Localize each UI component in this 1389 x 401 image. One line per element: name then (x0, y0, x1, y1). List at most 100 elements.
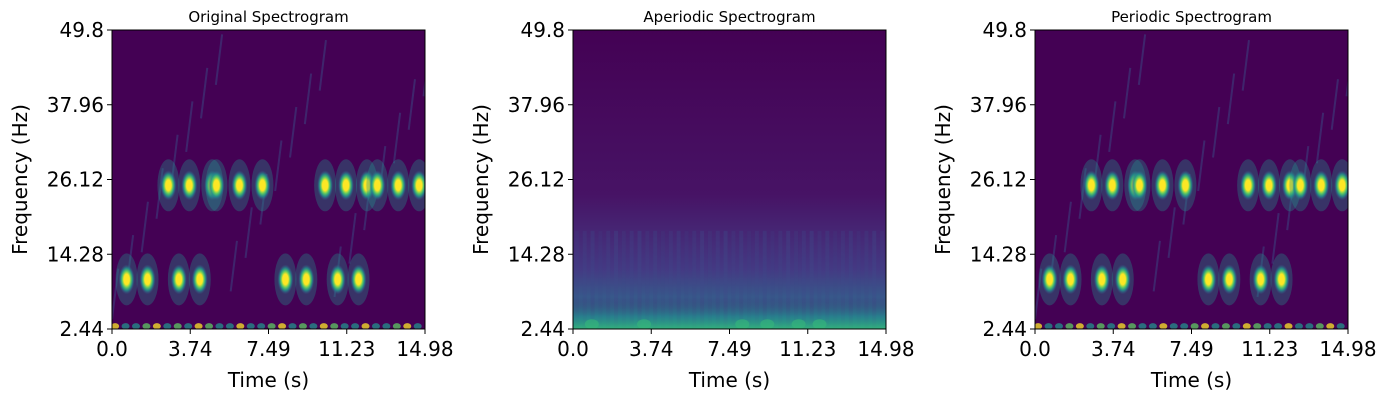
burst-15 (1240, 170, 1257, 201)
aperiodic-streak (739, 230, 744, 329)
background-streak (1152, 240, 1161, 292)
background-streak (1241, 39, 1250, 91)
x-tick-label: 7.49 (707, 337, 752, 361)
noise-floor-blob (1169, 323, 1178, 329)
aperiodic-streak (590, 230, 595, 329)
x-tick-label: 0.0 (1019, 337, 1051, 361)
burst-10 (1104, 170, 1121, 201)
noise-floor-blob (1305, 323, 1314, 329)
burst-1 (1041, 264, 1058, 295)
x-tick-label: 0.0 (557, 337, 589, 361)
chart-title: Aperiodic Spectrogram (643, 8, 815, 26)
burst-16 (338, 170, 355, 201)
background-streak (140, 201, 149, 253)
background-streak (1226, 73, 1236, 125)
y-tick-label: 14.28 (47, 242, 104, 266)
burst-18 (369, 170, 386, 201)
noise-floor-blob (246, 323, 255, 329)
aperiodic-blob (791, 319, 806, 329)
noise-floor-blob (1253, 323, 1262, 329)
aperiodic-blob (584, 319, 599, 329)
noise-floor-blob (298, 323, 307, 329)
noise-floor-blob (184, 323, 193, 329)
burst-1 (118, 264, 135, 295)
noise-floor-blob (1315, 323, 1324, 329)
noise-floor-blob (1190, 323, 1199, 329)
x-axis-label: Time (s) (688, 368, 770, 392)
aperiodic-streak (825, 230, 830, 329)
noise-floor-blob (361, 323, 370, 329)
noise-floor-blob (205, 323, 214, 329)
x-tick-label: 3.74 (168, 337, 213, 361)
y-tick-label: 26.12 (508, 168, 565, 192)
background-streak (289, 106, 298, 158)
noise-floor-blob (1138, 323, 1147, 329)
y-axis-label: Frequency (Hz) (469, 104, 493, 255)
aperiodic-streak (598, 230, 603, 329)
spectrogram-panel-3: Periodic Spectrogram 0.0 3.74 7.49 11.23 14.9… (931, 8, 1377, 392)
burst-3 (1093, 264, 1110, 295)
x-tick-label: 11.23 (318, 337, 375, 361)
y-tick-label: 2.44 (59, 317, 104, 341)
noise-floor-blob (257, 323, 266, 329)
y-tick-label: 26.12 (970, 168, 1027, 192)
aperiodic-streak (700, 230, 705, 329)
x-tick-label: 3.74 (629, 337, 674, 361)
noise-floor-blob (225, 323, 234, 329)
aperiodic-streak (809, 230, 814, 329)
burst-7 (1252, 264, 1269, 295)
burst-15 (317, 170, 334, 201)
x-axis-label: Time (s) (1150, 368, 1232, 392)
chart-title: Original Spectrogram (188, 8, 348, 26)
heatmap-content (112, 34, 425, 329)
aperiodic-streak (606, 230, 611, 329)
burst-5 (277, 264, 294, 295)
background-streak (303, 73, 313, 125)
aperiodic-streak (856, 230, 861, 329)
spectrogram-panel-1: Original Spectrogram 0.0 3.74 7.49 11.23 14.9… (8, 8, 454, 392)
aperiodic-streak (668, 230, 673, 329)
aperiodic-streak (660, 230, 665, 329)
aperiodic-streak (621, 230, 626, 329)
noise-floor-blob (1086, 323, 1095, 329)
heatmap-background (573, 30, 886, 329)
noise-floor-blob (1336, 323, 1345, 329)
aperiodic-streak (582, 230, 587, 329)
y-axis-label: Frequency (Hz) (8, 104, 32, 255)
y-tick-label: 26.12 (47, 168, 104, 192)
background-streak (214, 34, 224, 86)
noise-floor-blob (163, 323, 172, 329)
noise-floor-blob (112, 323, 120, 329)
background-streak (348, 212, 357, 264)
background-streak (1315, 112, 1325, 164)
aperiodic-streak (754, 230, 759, 329)
noise-floor-blob (1148, 323, 1157, 329)
aperiodic-streak (747, 230, 752, 329)
burst-13 (231, 170, 248, 201)
noise-floor-blob (392, 323, 401, 329)
noise-floor-blob (1180, 323, 1189, 329)
noise-floor-blob (121, 323, 130, 329)
heatmap-content (573, 230, 886, 329)
noise-floor-blob (413, 323, 422, 329)
aperiodic-streak (692, 230, 697, 329)
noise-floor-blob (1128, 323, 1137, 329)
noise-floor-blob (131, 323, 140, 329)
aperiodic-streak (833, 230, 838, 329)
y-tick-label: 37.96 (508, 93, 565, 117)
x-tick-label: 3.74 (1091, 337, 1136, 361)
aperiodic-blob (637, 319, 652, 329)
background-streak (1137, 34, 1147, 86)
burst-9 (160, 170, 177, 201)
background-streak (274, 140, 283, 192)
y-tick-label: 49.8 (520, 18, 565, 42)
noise-floor-blob (382, 323, 391, 329)
background-streak (1108, 101, 1117, 152)
noise-floor-blob (1242, 323, 1251, 329)
y-tick-label: 14.28 (508, 242, 565, 266)
noise-floor-blob (1065, 323, 1074, 329)
noise-floor-blob (1044, 323, 1053, 329)
burst-18 (1292, 170, 1309, 201)
background-streak (229, 240, 238, 292)
chart-title: Periodic Spectrogram (1111, 8, 1272, 26)
